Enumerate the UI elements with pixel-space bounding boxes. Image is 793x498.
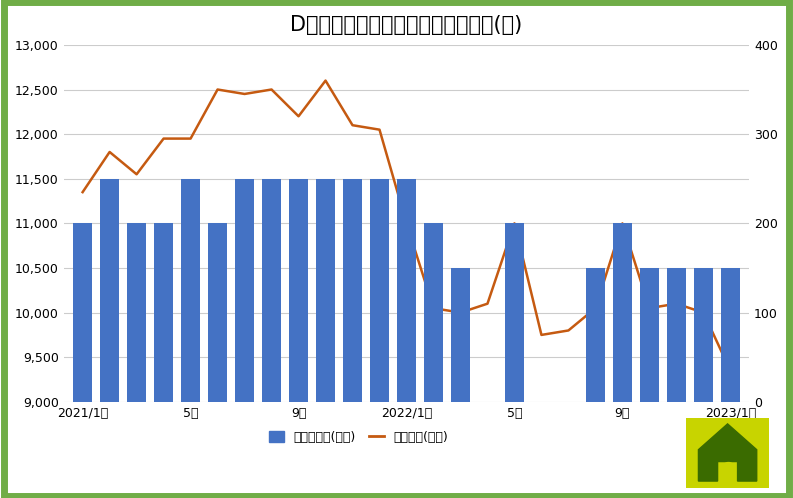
Bar: [262, 179, 281, 402]
Legend: 分配金推移(右軸), 基準価額(左軸): 分配金推移(右軸), 基準価額(左軸): [264, 426, 454, 449]
Bar: [667, 268, 686, 402]
Bar: [316, 179, 335, 402]
Bar: [505, 224, 524, 402]
Bar: [721, 268, 740, 402]
Bar: [613, 224, 632, 402]
Bar: [451, 268, 470, 402]
Bar: [586, 268, 605, 402]
Bar: [694, 268, 713, 402]
Title: Dコースの分配金と基準価額の推移(円): Dコースの分配金と基準価額の推移(円): [290, 15, 523, 35]
Bar: [100, 179, 119, 402]
Bar: [208, 224, 227, 402]
Polygon shape: [699, 424, 757, 481]
Bar: [289, 179, 308, 402]
Bar: [154, 224, 173, 402]
Bar: [235, 179, 254, 402]
Bar: [343, 179, 362, 402]
Bar: [181, 179, 200, 402]
Bar: [640, 268, 659, 402]
Bar: [424, 224, 443, 402]
Bar: [127, 224, 146, 402]
Bar: [397, 179, 416, 402]
Bar: [73, 224, 92, 402]
Bar: [370, 179, 389, 402]
